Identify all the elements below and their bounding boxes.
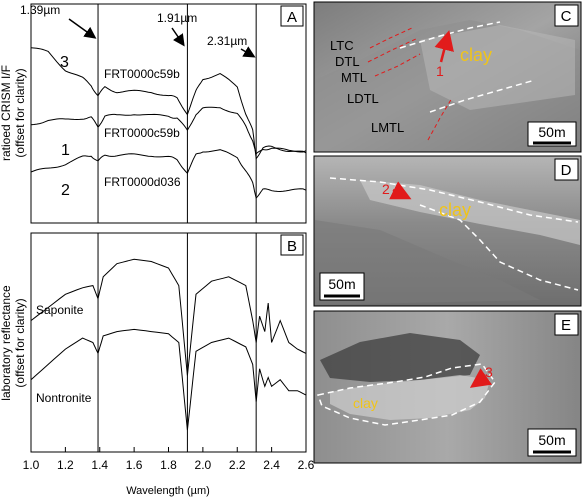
series-line-1: [30, 106, 307, 155]
panel-b-ylabel-1: laboratory reflectance: [0, 285, 13, 401]
spectrum-number-1: 1: [61, 142, 70, 159]
unit-mtl: MTL: [341, 70, 367, 85]
panel-a-frame: [30, 3, 307, 224]
spectrum-id-1: FRT0000c59b: [104, 126, 180, 140]
panel-d-bright-band: [360, 180, 580, 245]
x-axis-label: Wavelength (µm): [126, 485, 210, 497]
panel-b-markers: [97, 233, 257, 452]
x-axis-ticks: 1.0 1.2 1.4 1.6 1.8 2.0 2.2 2.4 2.6: [23, 447, 315, 472]
panel-c-contact-1: [369, 27, 413, 49]
spectrum-id-3: FRT0000c59b: [104, 67, 180, 81]
panel-c-clay-label: clay: [460, 45, 492, 65]
panel-e-scale-text: 50m: [538, 432, 565, 448]
marker-arrow-191: [171, 27, 185, 47]
panel-b: B Saponite Nontronite laboratory reflect…: [0, 232, 315, 497]
marker-arrow-139: [68, 18, 97, 39]
panel-a-series: [30, 47, 307, 200]
panel-e-label: E: [561, 317, 571, 334]
panel-a: A 1.39µm 1.91µm 2.31µm 3 FRT0000c59b FRT…: [0, 3, 307, 224]
panel-b-ylabel-2: (offset for clarity): [13, 298, 27, 387]
panel-d-scale-text: 50m: [328, 276, 355, 292]
panel-d-number: 2: [382, 181, 390, 197]
panel-e-clay-label: clay: [353, 395, 378, 411]
series-line-3: [30, 47, 307, 160]
unit-lmtl: LMTL: [371, 120, 404, 135]
panel-a-ylabel-1: ratioed CRISM I/F: [0, 65, 13, 161]
panel-e-boundary: [317, 363, 496, 426]
panel-e-dark-pit: [320, 333, 480, 382]
series-line-saponite: [30, 258, 307, 376]
panel-b-frame: [30, 232, 307, 453]
spectrum-number-2: 2: [61, 182, 70, 199]
x-tick-label: 2.0: [195, 458, 212, 472]
panel-c-label: C: [561, 8, 572, 25]
panel-b-label: B: [287, 238, 297, 255]
panel-d-rough-terrain: [315, 220, 540, 305]
x-tick-label: 2.2: [229, 458, 246, 472]
panel-a-label: A: [287, 9, 297, 26]
panel-b-label-box: B: [280, 234, 304, 256]
panel-d-boundary-2: [419, 204, 579, 291]
unit-dtl: DTL: [335, 54, 360, 69]
panel-e-clay-outcrop: [330, 375, 490, 420]
panel-c-label-box: C: [554, 4, 579, 27]
panel-d-boundary-1: [329, 177, 579, 223]
x-tick-label: 2.6: [298, 458, 315, 472]
panel-c-contact-2: [367, 37, 419, 63]
panel-c-number: 1: [436, 63, 444, 79]
panel-a-ylabel-2: (offset for clarity): [13, 68, 27, 157]
panel-c-bright-slope: [420, 25, 575, 110]
panel-d-arrow: [389, 181, 412, 200]
series-line-nontronite: [30, 328, 307, 431]
panel-c-scale-text: 50m: [538, 124, 565, 140]
panel-c-arrow: [434, 30, 454, 63]
marker-label-139: 1.39µm: [20, 3, 60, 17]
panel-c-boundary-1: [399, 21, 501, 49]
panel-d: 2 clay D 50m: [313, 155, 582, 307]
marker-label-231: 2.31µm: [207, 34, 247, 48]
x-tick-label: 1.4: [91, 458, 108, 472]
x-tick-label: 1.6: [126, 458, 143, 472]
panel-e: clay 3 E 50m: [313, 310, 582, 464]
x-tick-label: 1.0: [23, 458, 40, 472]
spectrum-number-3: 3: [60, 54, 69, 71]
panel-c-contact-3: [374, 53, 421, 77]
x-tick-label: 1.2: [57, 458, 74, 472]
marker-label-191: 1.91µm: [157, 11, 197, 25]
panel-a-label-box: A: [280, 5, 304, 27]
nontronite-label: Nontronite: [36, 391, 92, 405]
panel-d-label-box: D: [554, 158, 579, 181]
saponite-label: Saponite: [36, 303, 84, 317]
marker-arrow-231: [240, 46, 256, 58]
panel-e-label-box: E: [554, 313, 579, 336]
panel-e-number: 3: [485, 364, 493, 380]
panel-c-contact-4: [427, 97, 453, 141]
panel-d-clay-label: clay: [439, 200, 471, 220]
panel-c: LTC DTL MTL LDTL LMTL 1 clay C 50m: [313, 1, 582, 153]
spectrum-id-2: FRT0000d036: [104, 175, 181, 189]
panel-e-arrow: [469, 368, 493, 388]
x-tick-label: 2.4: [263, 458, 280, 472]
panel-a-markers: [97, 4, 257, 223]
series-line-2: [30, 149, 307, 200]
panel-c-boundary-2: [429, 79, 536, 113]
x-tick-label: 1.8: [160, 458, 177, 472]
panel-d-label: D: [561, 162, 572, 179]
unit-ltc: LTC: [330, 38, 354, 53]
panel-b-series: [30, 258, 307, 431]
unit-ldtl: LDTL: [347, 91, 379, 106]
